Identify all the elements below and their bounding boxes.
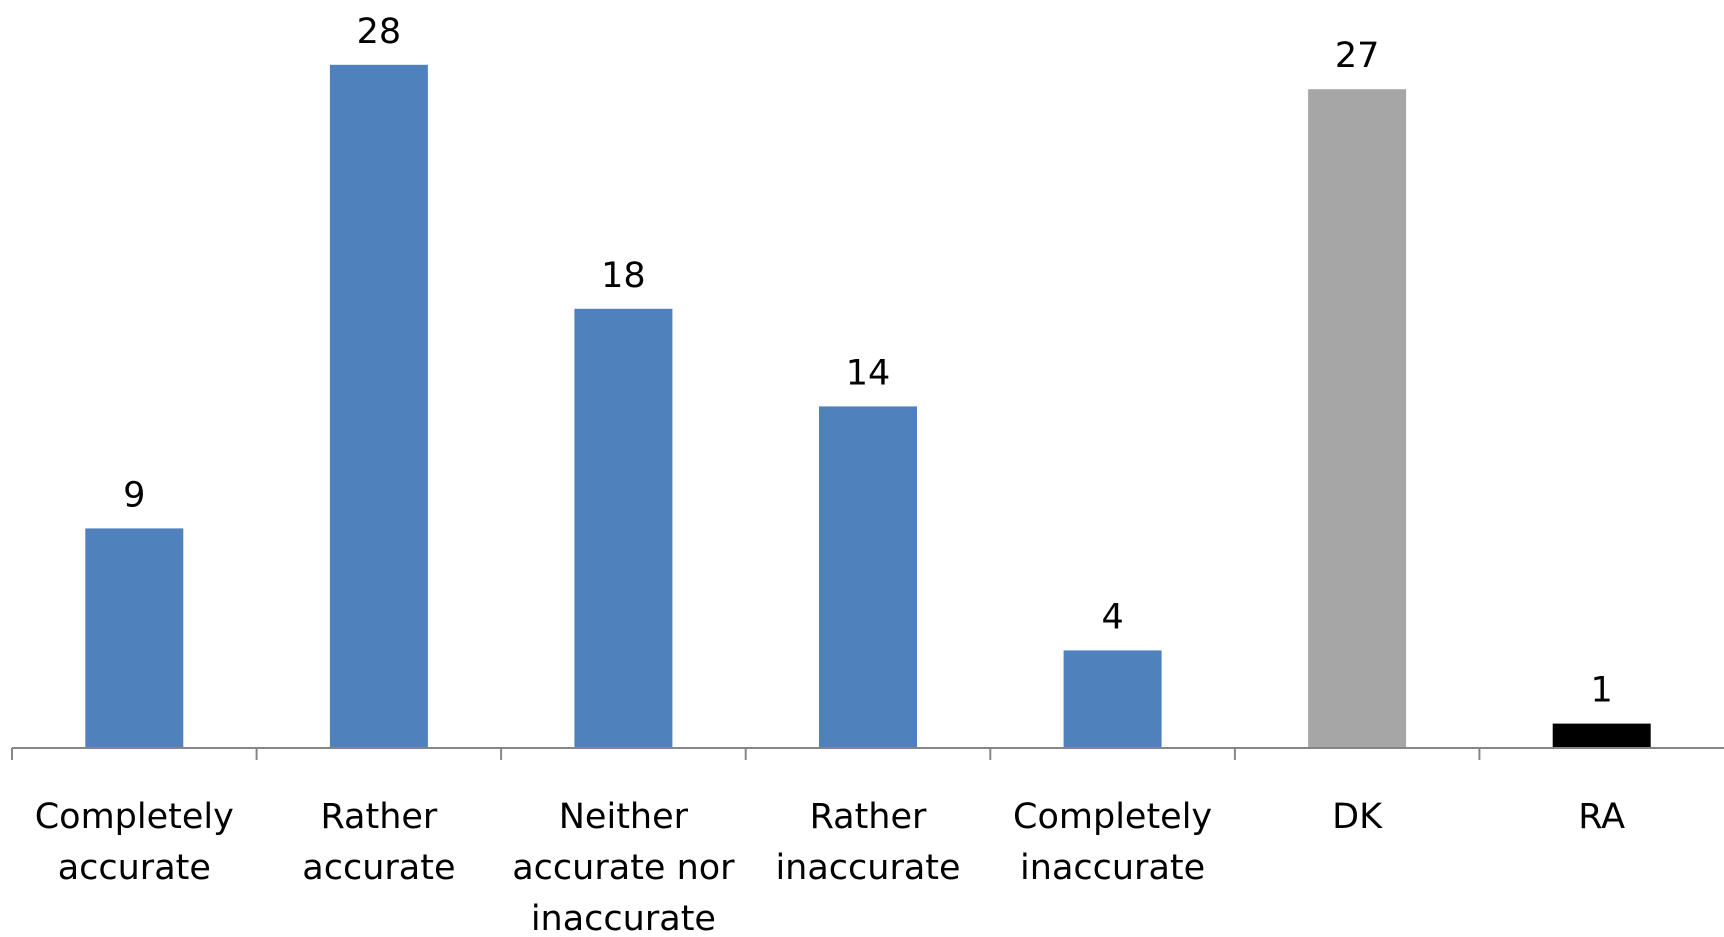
bar-ra — [1552, 723, 1651, 748]
data-label-rather-inaccurate: 14 — [846, 353, 891, 393]
data-label-completely-accurate: 9 — [123, 475, 145, 515]
tick-label-neither-accurate-nor-inaccurate: Neither accurate nor inaccurate — [512, 797, 735, 937]
bars-group — [85, 64, 1651, 749]
tick-label-completely-inaccurate: Completely inaccurate — [1013, 797, 1212, 888]
x-axis — [11, 747, 1724, 760]
tick-label-rather-accurate: Rather accurate — [302, 797, 455, 888]
data-labels-group: 9 28 18 14 4 27 1 — [123, 12, 1613, 711]
data-label-dk: 27 — [1335, 36, 1380, 76]
tick-label-ra: RA — [1578, 797, 1625, 837]
data-label-ra: 1 — [1591, 671, 1613, 711]
bar-completely-inaccurate — [1063, 650, 1162, 748]
bar-neither-accurate-nor-inaccurate — [574, 308, 673, 748]
bar-dk — [1308, 89, 1407, 748]
bar-completely-accurate — [85, 528, 184, 748]
tick-label-dk: DK — [1332, 797, 1383, 837]
data-label-rather-accurate: 28 — [357, 12, 402, 52]
data-label-completely-inaccurate: 4 — [1101, 597, 1123, 637]
category-labels-group: Completely accurate Rather accurate Neither a… — [35, 797, 1625, 937]
bar-rather-accurate — [329, 64, 428, 749]
bar-rather-inaccurate — [819, 406, 917, 748]
tick-label-completely-accurate: Completely accurate — [35, 797, 234, 888]
tick-label-rather-inaccurate: Rather inaccurate — [775, 797, 960, 888]
data-label-neither-accurate-nor-inaccurate: 18 — [601, 256, 646, 296]
